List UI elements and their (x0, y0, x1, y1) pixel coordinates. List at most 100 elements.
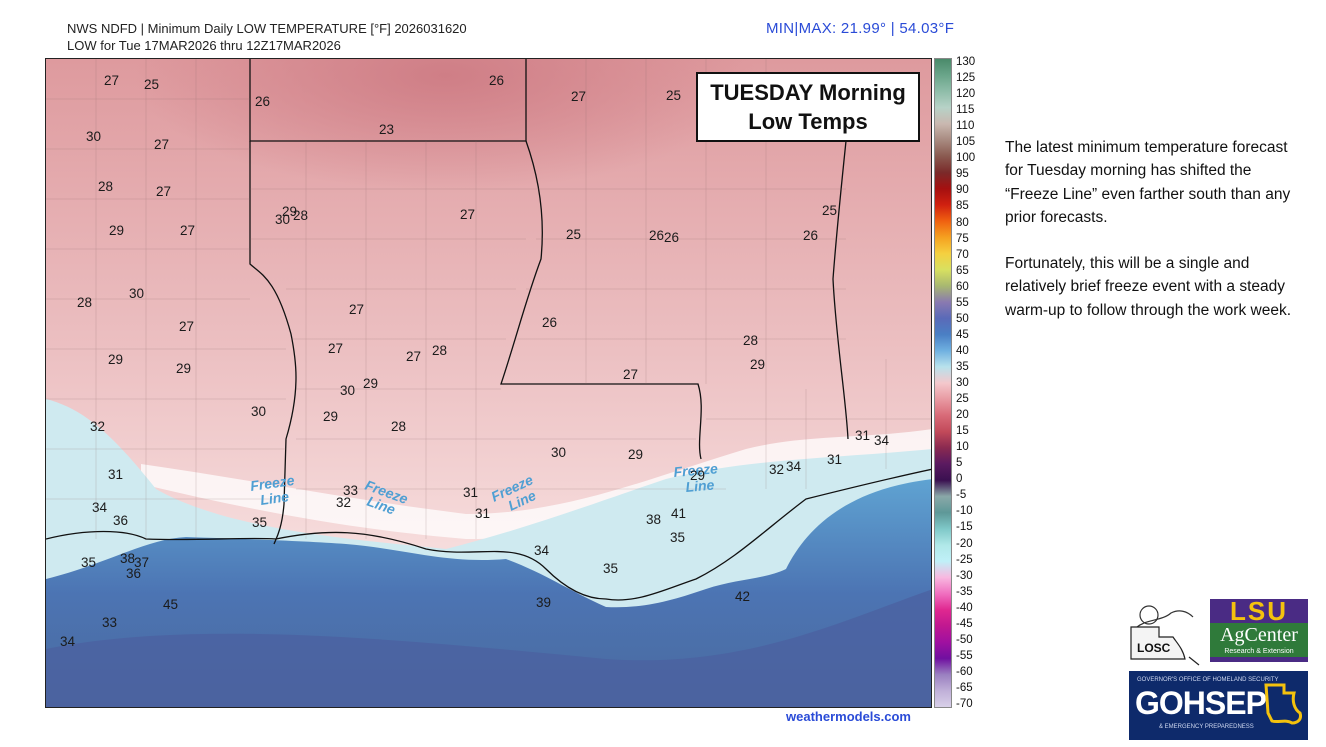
temp-label: 30 (251, 404, 266, 419)
scale-tick-label: 120 (956, 88, 976, 101)
scale-tick-label: 100 (956, 152, 976, 165)
scale-tick-label: 110 (956, 120, 975, 133)
temp-label: 34 (534, 543, 550, 558)
temperature-map: Freeze Line Freeze Line Freeze Line Free… (45, 58, 932, 708)
color-scale-labels: 130 125 120 115 110 105 100 95 90 85 80 75 70 65 60 55 5… (956, 56, 996, 710)
temp-label: 26 (664, 230, 679, 245)
temp-label: 29 (109, 223, 124, 238)
scale-tick-label: 10 (956, 441, 969, 454)
temp-label: 34 (92, 500, 108, 515)
temp-label: 27 (328, 341, 343, 356)
callout-line-1: TUESDAY Morning (710, 80, 906, 105)
min-max-readout: MIN|MAX: 21.99° | 54.03°F (766, 20, 955, 37)
temp-label: 36 (126, 566, 141, 581)
temp-label: 32 (336, 495, 351, 510)
temp-label: 27 (154, 137, 169, 152)
scale-tick-label: 75 (956, 232, 969, 245)
callout-line-2: Low Temps (748, 109, 868, 134)
side-commentary: The latest minimum temperature forecast … (1005, 136, 1305, 345)
county-lines (46, 59, 931, 539)
callout-box: TUESDAY Morning Low Temps (696, 72, 920, 142)
scale-tick-label: 30 (956, 377, 969, 389)
scale-tick-label: 70 (956, 248, 969, 261)
scale-tick-label: -55 (956, 649, 973, 662)
scale-tick-label: 40 (956, 344, 969, 357)
scale-tick-label: -65 (956, 681, 973, 694)
freeze-label-1: Freeze (249, 472, 295, 494)
scale-tick-label: 55 (956, 296, 969, 309)
scale-tick-label: 20 (956, 409, 969, 422)
temp-label: 45 (163, 597, 178, 612)
temp-label: 30 (275, 212, 290, 227)
scale-tick-label: 95 (956, 168, 969, 181)
gohsep-top-text: GOVERNOR'S OFFICE OF HOMELAND SECURITY (1137, 677, 1279, 683)
temp-label: 34 (60, 634, 76, 649)
temp-label: 33 (343, 483, 358, 498)
temp-label: 33 (102, 615, 117, 630)
agcenter-logo-text: AgCenter (1210, 623, 1308, 647)
temp-label: 27 (179, 319, 194, 334)
temp-label: 29 (363, 376, 378, 391)
temp-label: 25 (822, 203, 837, 218)
scale-tick-label: 15 (956, 425, 969, 438)
scale-tick-label: 35 (956, 360, 969, 373)
map-title: NWS NDFD | Minimum Daily LOW TEMPERATURE… (67, 21, 467, 36)
map-subtitle: LOW for Tue 17MAR2026 thru 12Z17MAR2026 (67, 38, 341, 53)
temp-label: 29 (108, 352, 123, 367)
temp-label: 27 (571, 89, 586, 104)
scale-tick-label: -20 (956, 537, 973, 550)
temperature-labels: 2725262627252423302728272930282729272526… (60, 70, 890, 649)
temp-label: 42 (735, 589, 750, 604)
temp-label: 35 (670, 530, 685, 545)
scale-tick-label: 85 (956, 200, 969, 213)
temp-label: 26 (649, 228, 664, 243)
losc-logo-text: LOSC (1137, 641, 1171, 655)
temp-label: 31 (108, 467, 123, 482)
scale-tick-label: 50 (956, 312, 969, 325)
temp-label: 23 (379, 122, 394, 137)
freeze-band (141, 429, 931, 539)
freeze-label-4-line: Line (685, 477, 715, 495)
temp-label: 34 (786, 459, 802, 474)
temp-label: 29 (282, 204, 297, 219)
temp-label: 29 (750, 357, 765, 372)
temp-label: 34 (874, 433, 890, 448)
scale-tick-label: -5 (956, 489, 967, 502)
temp-label: 35 (252, 515, 267, 530)
losc-logo: LOSC (1127, 597, 1201, 669)
temp-label: 27 (623, 367, 638, 382)
scale-tick-label: -60 (956, 665, 973, 678)
scale-tick-label: 0 (956, 473, 963, 486)
lsu-logo-text: LSU (1230, 596, 1288, 626)
freeze-label-1-line: Line (259, 488, 290, 508)
source-credit: weathermodels.com (786, 709, 911, 724)
temp-label: 27 (180, 223, 195, 238)
temp-label: 41 (671, 506, 686, 521)
scale-tick-label: 90 (956, 184, 969, 197)
scale-tick-label: -70 (956, 698, 973, 710)
temp-label: 26 (803, 228, 818, 243)
state-borders (46, 59, 931, 601)
freeze-line-labels: Freeze Line Freeze Line Freeze Line Free… (249, 460, 718, 518)
scale-tick-label: 65 (956, 264, 969, 277)
scale-tick-label: -40 (956, 601, 973, 614)
scale-tick-label: 45 (956, 328, 969, 341)
temp-label: 27 (349, 302, 364, 317)
temp-label: 31 (855, 428, 870, 443)
temp-label: 28 (293, 208, 308, 223)
map-canvas: Freeze Line Freeze Line Freeze Line Free… (46, 59, 931, 707)
temp-label: 28 (432, 343, 447, 358)
scale-tick-label: -10 (956, 505, 973, 518)
commentary-paragraph-1: The latest minimum temperature forecast … (1005, 139, 1291, 226)
lsu-agcenter-logo: LSU AgCenter Research & Extension (1210, 596, 1308, 662)
temp-label: 30 (86, 129, 101, 144)
scale-tick-label: 125 (956, 72, 976, 85)
temp-label: 28 (743, 333, 758, 348)
scale-tick-label: 105 (956, 136, 976, 149)
temp-label: 28 (98, 179, 113, 194)
temp-label: 26 (542, 315, 557, 330)
commentary-paragraph-2: Fortunately, this will be a single and r… (1005, 255, 1292, 319)
temp-label: 28 (391, 419, 406, 434)
temp-label: 39 (536, 595, 551, 610)
scale-tick-label: 60 (956, 280, 969, 293)
